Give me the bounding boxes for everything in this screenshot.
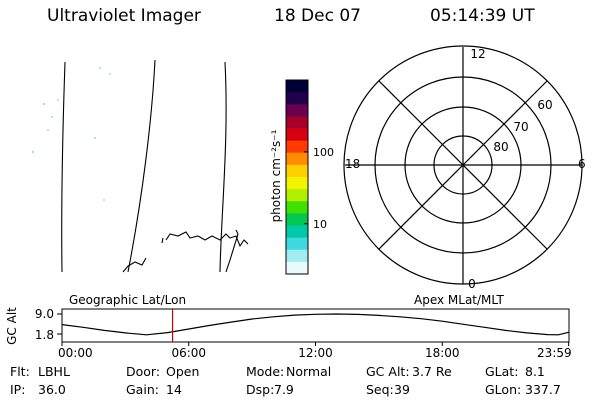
info-value: 3.7 Re (412, 364, 452, 379)
altitude-series-line (61, 313, 569, 336)
info-value: Open (166, 364, 200, 379)
info-value: 7.9 (274, 382, 294, 397)
altitude-point (378, 315, 380, 316)
altitude-point (315, 313, 316, 315)
ytick-high: 9.0 (35, 307, 54, 321)
altitude-point (463, 323, 464, 325)
colorbar-swatch-10 (286, 201, 308, 214)
colorbar-swatch-15 (286, 261, 308, 275)
altitude-point (167, 332, 168, 333)
altitude-point (61, 324, 63, 325)
altitude-point (188, 328, 190, 330)
info-key: Gain: (126, 382, 159, 397)
info-value: 36.0 (38, 382, 66, 397)
meridian-line-1 (61, 61, 66, 273)
altitude-point (336, 313, 337, 315)
info-value: LBHL (38, 364, 70, 379)
altitude-point (399, 316, 401, 318)
info-key: GC Alt: (366, 364, 410, 379)
lat-label-70: 70 (513, 120, 528, 134)
mlt-label-12: 12 (470, 47, 485, 61)
altitude-point (125, 332, 126, 334)
time-label: 05:14:39 UT (430, 6, 535, 26)
altitude-point (230, 321, 232, 323)
altitude-point (547, 334, 549, 335)
altitude-point (420, 318, 422, 320)
altitude-point (294, 314, 295, 316)
info-value: 8.1 (525, 364, 545, 379)
info-key: Door: (126, 364, 161, 379)
altitude-point (357, 314, 359, 315)
xtick-label-1: 06:00 (171, 346, 206, 360)
xtick-label-4: 23:59 (537, 346, 572, 360)
info-key: IP: (10, 382, 26, 397)
colorbar-swatch-6 (286, 152, 308, 166)
timeline-right-title: Apex MLat/MLT (414, 293, 504, 307)
timeline-ylabel: GC Alt (5, 307, 19, 345)
timeline-left-title: Geographic Lat/Lon (69, 293, 186, 307)
meridian-line-4 (225, 229, 239, 273)
coastline-1 (122, 257, 147, 273)
faint-emission-dots (31, 67, 111, 201)
lat-label-80: 80 (493, 140, 508, 154)
info-key: GLon: (485, 382, 522, 397)
colorbar-swatch-13 (286, 237, 308, 251)
colorbar-swatch-4 (286, 128, 308, 142)
info-value: 39 (394, 382, 410, 397)
mlt-label-18: 18 (345, 157, 360, 171)
altitude-point (209, 325, 211, 326)
altitude-point (526, 332, 528, 334)
altitude-point (82, 327, 84, 328)
colorbar-swatch-11 (286, 213, 308, 227)
meridian-line-3 (219, 61, 227, 273)
xtick-label-2: 12:00 (298, 346, 333, 360)
coastline-3 (165, 231, 249, 248)
altitude-point (251, 318, 253, 320)
info-value: 337.7 (525, 382, 561, 397)
altitude-point (558, 334, 559, 336)
polar-diagonal-2 (378, 80, 548, 250)
coastline-2 (161, 237, 164, 244)
xtick-label-0: 00:00 (58, 346, 93, 360)
colorbar-swatch-5 (286, 140, 308, 154)
info-key: Mode: (246, 364, 285, 379)
colorbar-swatch-8 (286, 177, 308, 190)
meridian-line-2 (127, 59, 156, 273)
info-key: Dsp: (246, 382, 275, 397)
altitude-point (484, 327, 485, 328)
colorbar-tick-label-100: 100 (313, 146, 334, 159)
colorbar-swatch-14 (286, 249, 308, 263)
instrument-title: Ultraviolet Imager (47, 6, 201, 26)
info-key: Flt: (10, 364, 30, 379)
mlt-label-6: 6 (578, 157, 586, 171)
colorbar-swatch-1 (286, 92, 308, 105)
colorbar-swatch-9 (286, 189, 308, 202)
ytick-low: 1.8 (35, 328, 54, 342)
mlt-label-0: 0 (468, 277, 476, 291)
altitude-point (103, 330, 105, 331)
colorbar-swatch-12 (286, 225, 308, 239)
info-key: GLat: (485, 364, 519, 379)
info-value: 14 (166, 382, 182, 397)
info-key: Seq: (366, 382, 394, 397)
date-label: 18 Dec 07 (274, 6, 361, 26)
lat-label-60: 60 (537, 98, 552, 112)
colorbar-tick-label-10: 10 (313, 218, 327, 231)
altitude-point (146, 334, 147, 336)
info-value: Normal (286, 364, 332, 379)
altitude-point (568, 332, 569, 333)
colorbar-swatch-3 (286, 116, 308, 130)
altitude-point (505, 330, 506, 331)
colorbar-swatch-0 (286, 80, 308, 93)
colorbar-swatch-2 (286, 104, 308, 117)
colorbar-swatch-7 (286, 164, 308, 178)
altitude-point (441, 320, 443, 322)
xtick-label-3: 18:00 (425, 346, 460, 360)
altitude-point (272, 316, 274, 318)
